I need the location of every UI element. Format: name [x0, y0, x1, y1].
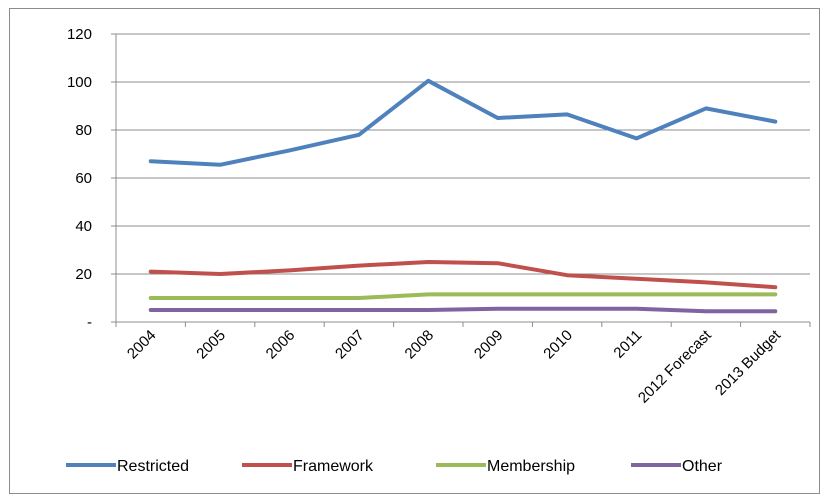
y-tick-label: - — [87, 314, 92, 331]
y-tick-label: 80 — [75, 122, 92, 139]
x-tick-label: 2012 Forecast — [635, 326, 715, 406]
y-tick-label: 20 — [75, 266, 92, 283]
legend-label-other: Other — [682, 458, 723, 475]
x-tick-label: 2010 — [540, 327, 576, 363]
x-tick-label: 2007 — [332, 327, 368, 363]
x-tick-label: 2013 Budget — [712, 326, 785, 399]
legend-label-restricted: Restricted — [117, 458, 189, 475]
x-tick-label: 2009 — [471, 327, 507, 363]
series-line-restricted — [148, 78, 778, 167]
y-tick-label: 60 — [75, 170, 92, 187]
series-line-membership — [148, 292, 778, 300]
legend-label-membership: Membership — [487, 458, 575, 475]
series-line-framework — [148, 260, 778, 290]
x-tick-label: 2004 — [124, 327, 160, 363]
series-line-other — [148, 306, 778, 314]
x-tick-label: 2008 — [402, 327, 438, 363]
y-tick-label: 100 — [67, 74, 92, 91]
y-tick-label: 120 — [67, 26, 92, 43]
x-tick-label: 2011 — [610, 327, 645, 362]
x-tick-label: 2005 — [193, 327, 229, 363]
chart-frame — [9, 8, 820, 494]
legend-label-framework: Framework — [293, 458, 374, 475]
x-tick-label: 2006 — [263, 327, 299, 363]
y-tick-label: 40 — [75, 218, 92, 235]
